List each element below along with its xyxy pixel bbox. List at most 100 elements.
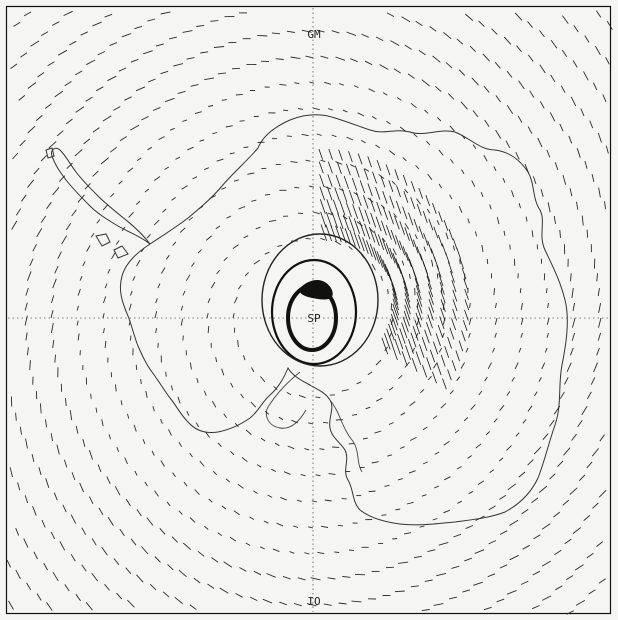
wind-vector bbox=[532, 605, 540, 610]
wind-vector bbox=[481, 244, 484, 252]
wind-vector bbox=[408, 470, 416, 474]
wind-vector bbox=[583, 515, 591, 521]
wind-vector bbox=[235, 593, 243, 598]
wind-vector bbox=[362, 437, 368, 440]
hatch-vector bbox=[428, 291, 434, 305]
wind-vector bbox=[57, 251, 62, 259]
wind-vector-field bbox=[6, 10, 613, 615]
wind-vector bbox=[312, 107, 320, 111]
wind-vector bbox=[509, 519, 519, 526]
hatch-vector bbox=[318, 161, 324, 174]
wind-vector bbox=[520, 302, 523, 310]
wind-vector bbox=[98, 507, 104, 516]
wind-vector bbox=[15, 569, 21, 580]
wind-vector bbox=[432, 518, 438, 521]
wind-vector bbox=[416, 317, 420, 325]
wind-vector bbox=[77, 333, 80, 341]
wind-vector bbox=[434, 451, 440, 455]
wind-vector bbox=[453, 533, 462, 538]
hatch-vector bbox=[421, 364, 428, 378]
hatch-vector bbox=[416, 291, 423, 307]
wind-vector bbox=[208, 498, 213, 503]
wind-vector bbox=[427, 375, 432, 381]
wind-vector bbox=[165, 254, 170, 260]
wind-vector bbox=[297, 577, 306, 581]
wind-vector bbox=[293, 525, 299, 528]
wind-vector bbox=[277, 244, 283, 247]
wind-vector bbox=[253, 259, 260, 265]
wind-vector bbox=[116, 446, 120, 452]
wind-vector bbox=[155, 298, 158, 304]
wind-vector bbox=[553, 215, 556, 224]
wind-vector bbox=[468, 317, 472, 325]
wind-vector bbox=[561, 49, 568, 58]
wind-vector bbox=[339, 83, 344, 86]
wind-vector bbox=[311, 500, 317, 503]
wind-vector bbox=[360, 140, 366, 144]
wind-vector bbox=[364, 168, 370, 172]
wind-vector bbox=[92, 21, 102, 27]
wind-vector bbox=[581, 215, 584, 226]
wind-vector bbox=[315, 474, 321, 477]
wind-vector bbox=[559, 123, 564, 132]
wind-vector bbox=[327, 577, 336, 580]
wind-vector bbox=[527, 126, 533, 134]
wind-vector bbox=[70, 514, 77, 524]
wind-vector bbox=[129, 290, 133, 296]
wind-vector bbox=[172, 241, 177, 246]
wind-vector bbox=[164, 97, 175, 103]
wind-vector bbox=[449, 125, 455, 132]
hatch-vector bbox=[403, 190, 409, 203]
wind-vector bbox=[204, 77, 215, 81]
hatch-vector bbox=[345, 202, 352, 218]
wind-vector bbox=[65, 398, 67, 407]
hatch-vector bbox=[413, 218, 419, 232]
wind-vector bbox=[432, 55, 441, 63]
hatch-vector bbox=[464, 299, 470, 311]
hatch-vector bbox=[395, 235, 401, 250]
hatch-vector bbox=[356, 192, 362, 207]
wind-vector bbox=[212, 470, 218, 476]
wind-vector bbox=[298, 394, 306, 399]
wind-vector bbox=[331, 30, 340, 34]
wind-vector bbox=[41, 519, 46, 528]
wind-vector bbox=[572, 317, 576, 328]
wind-vector bbox=[114, 486, 121, 496]
wind-vector bbox=[249, 596, 258, 602]
wind-vector bbox=[337, 524, 343, 527]
hatch-vector bbox=[399, 221, 405, 235]
wind-vector bbox=[54, 90, 64, 98]
wind-vector bbox=[160, 460, 165, 467]
hatch-vector bbox=[438, 211, 443, 223]
wind-vector bbox=[443, 32, 452, 40]
wind-vector bbox=[546, 332, 549, 338]
hatch-vector bbox=[343, 214, 350, 231]
wind-vector bbox=[177, 90, 186, 95]
wind-vector bbox=[539, 64, 546, 74]
wind-vector bbox=[598, 187, 601, 198]
wind-vector bbox=[604, 201, 607, 210]
wind-vector bbox=[35, 115, 43, 121]
wind-vector bbox=[256, 464, 262, 468]
hatch-vector bbox=[402, 316, 409, 333]
hatch-vector bbox=[369, 198, 376, 212]
wind-vector bbox=[85, 59, 96, 66]
wind-vector bbox=[566, 575, 574, 580]
wind-vector bbox=[356, 221, 363, 227]
wind-vector bbox=[562, 174, 567, 185]
wind-vector bbox=[487, 362, 492, 370]
hatch-vector bbox=[331, 212, 338, 229]
wind-vector bbox=[196, 24, 205, 27]
hatch-vector bbox=[435, 333, 441, 347]
wind-vector bbox=[66, 162, 73, 169]
wind-vector bbox=[50, 323, 54, 334]
hatch-vector bbox=[463, 320, 468, 332]
wind-vector bbox=[103, 328, 105, 334]
wind-vector bbox=[404, 44, 412, 50]
wind-vector bbox=[519, 288, 522, 294]
wind-vector bbox=[136, 509, 142, 517]
wind-vector bbox=[342, 576, 351, 578]
wind-vector bbox=[90, 232, 95, 238]
wind-vector bbox=[436, 273, 439, 279]
hatch-vector bbox=[359, 180, 365, 194]
